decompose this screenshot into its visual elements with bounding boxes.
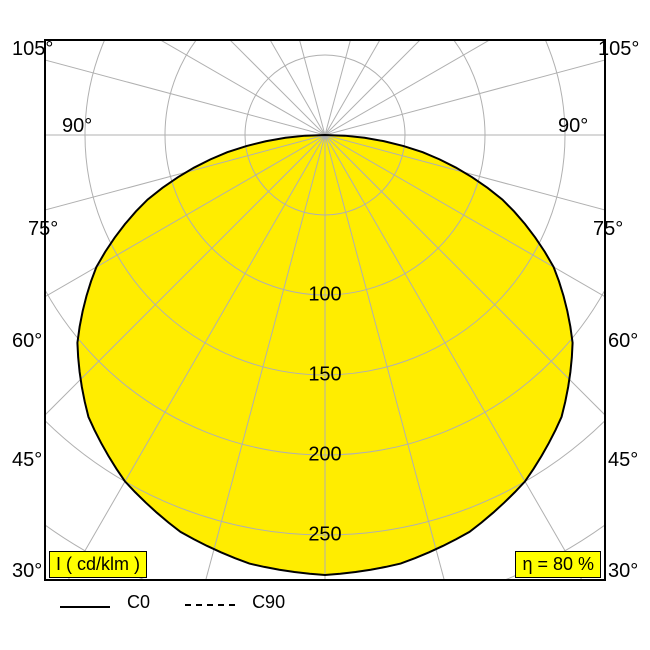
angle-label: 75° [593,218,623,241]
angle-label: 45° [12,449,42,472]
legend-line-solid [60,606,110,608]
angle-label: 60° [608,330,638,353]
efficiency-label-box: η = 80 % [515,551,601,578]
legend-c90-label: C90 [252,592,285,612]
angle-label: 90° [558,115,588,138]
legend-c0-label: C0 [127,592,150,612]
legend: C0 C90 [60,592,285,613]
radial-value-label: 100 [308,284,341,307]
angle-label: 30° [608,560,638,583]
radial-value-label: 150 [308,364,341,387]
angle-label: 30° [12,560,42,583]
angle-label: 105° [12,38,53,61]
angle-label: 75° [28,218,58,241]
radial-value-label: 200 [308,444,341,467]
angle-label: 60° [12,330,42,353]
angle-label: 90° [62,115,92,138]
unit-label-box: I ( cd/klm ) [49,551,147,578]
radial-value-label: 250 [308,524,341,547]
angle-label: 105° [598,38,639,61]
angle-label: 45° [608,449,638,472]
polar-chart-container: 30° 45° 60° 75° 90° 105° 30° 45° 60° 75° 90° 105° 1… [0,0,650,650]
legend-line-dashed [185,604,235,608]
